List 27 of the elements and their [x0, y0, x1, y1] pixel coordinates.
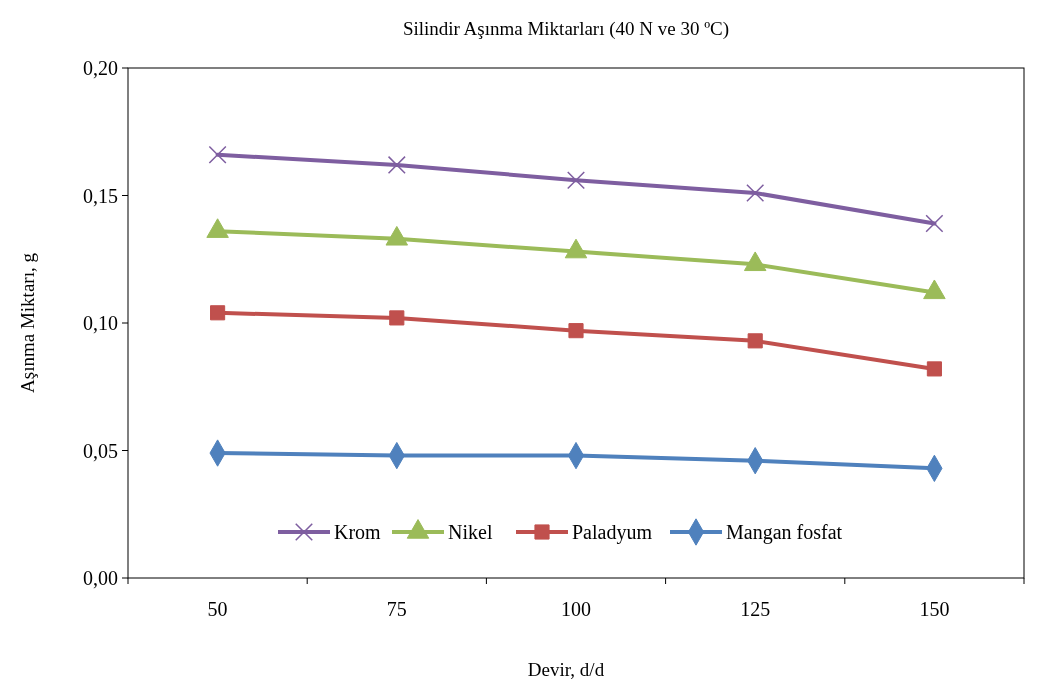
x-axis-title: Devir, d/d	[527, 659, 605, 680]
legend-label: Paladyum	[572, 521, 653, 544]
y-tick-label: 0,10	[83, 312, 118, 334]
y-tick-label: 0,15	[83, 184, 118, 207]
legend-label: Mangan fosfat	[726, 521, 843, 544]
point	[566, 171, 586, 190]
point	[568, 323, 584, 339]
point	[210, 305, 226, 321]
x-tick-label: 100	[561, 598, 591, 620]
y-axis-title: Aşınma Miktarı, g	[17, 252, 38, 393]
point	[747, 333, 763, 349]
point	[389, 310, 405, 326]
point	[387, 155, 406, 174]
point	[208, 145, 227, 164]
x-tick-label: 75	[386, 598, 407, 620]
legend-label: Krom	[334, 521, 382, 543]
x-tick-label: 150	[919, 598, 950, 620]
x-tick-label: 125	[740, 598, 771, 620]
legend-label: Nikel	[448, 521, 493, 543]
point	[925, 214, 944, 233]
chart-title: Silindir Aşınma Miktarları (40 N ve 30 ºC)	[402, 18, 730, 40]
point	[746, 183, 765, 202]
y-tick-label: 0,20	[83, 57, 118, 79]
point	[926, 361, 942, 377]
x-tick-label: 50	[207, 598, 228, 620]
y-tick-label: 0,00	[83, 567, 118, 589]
y-tick-label: 0,05	[83, 439, 118, 462]
